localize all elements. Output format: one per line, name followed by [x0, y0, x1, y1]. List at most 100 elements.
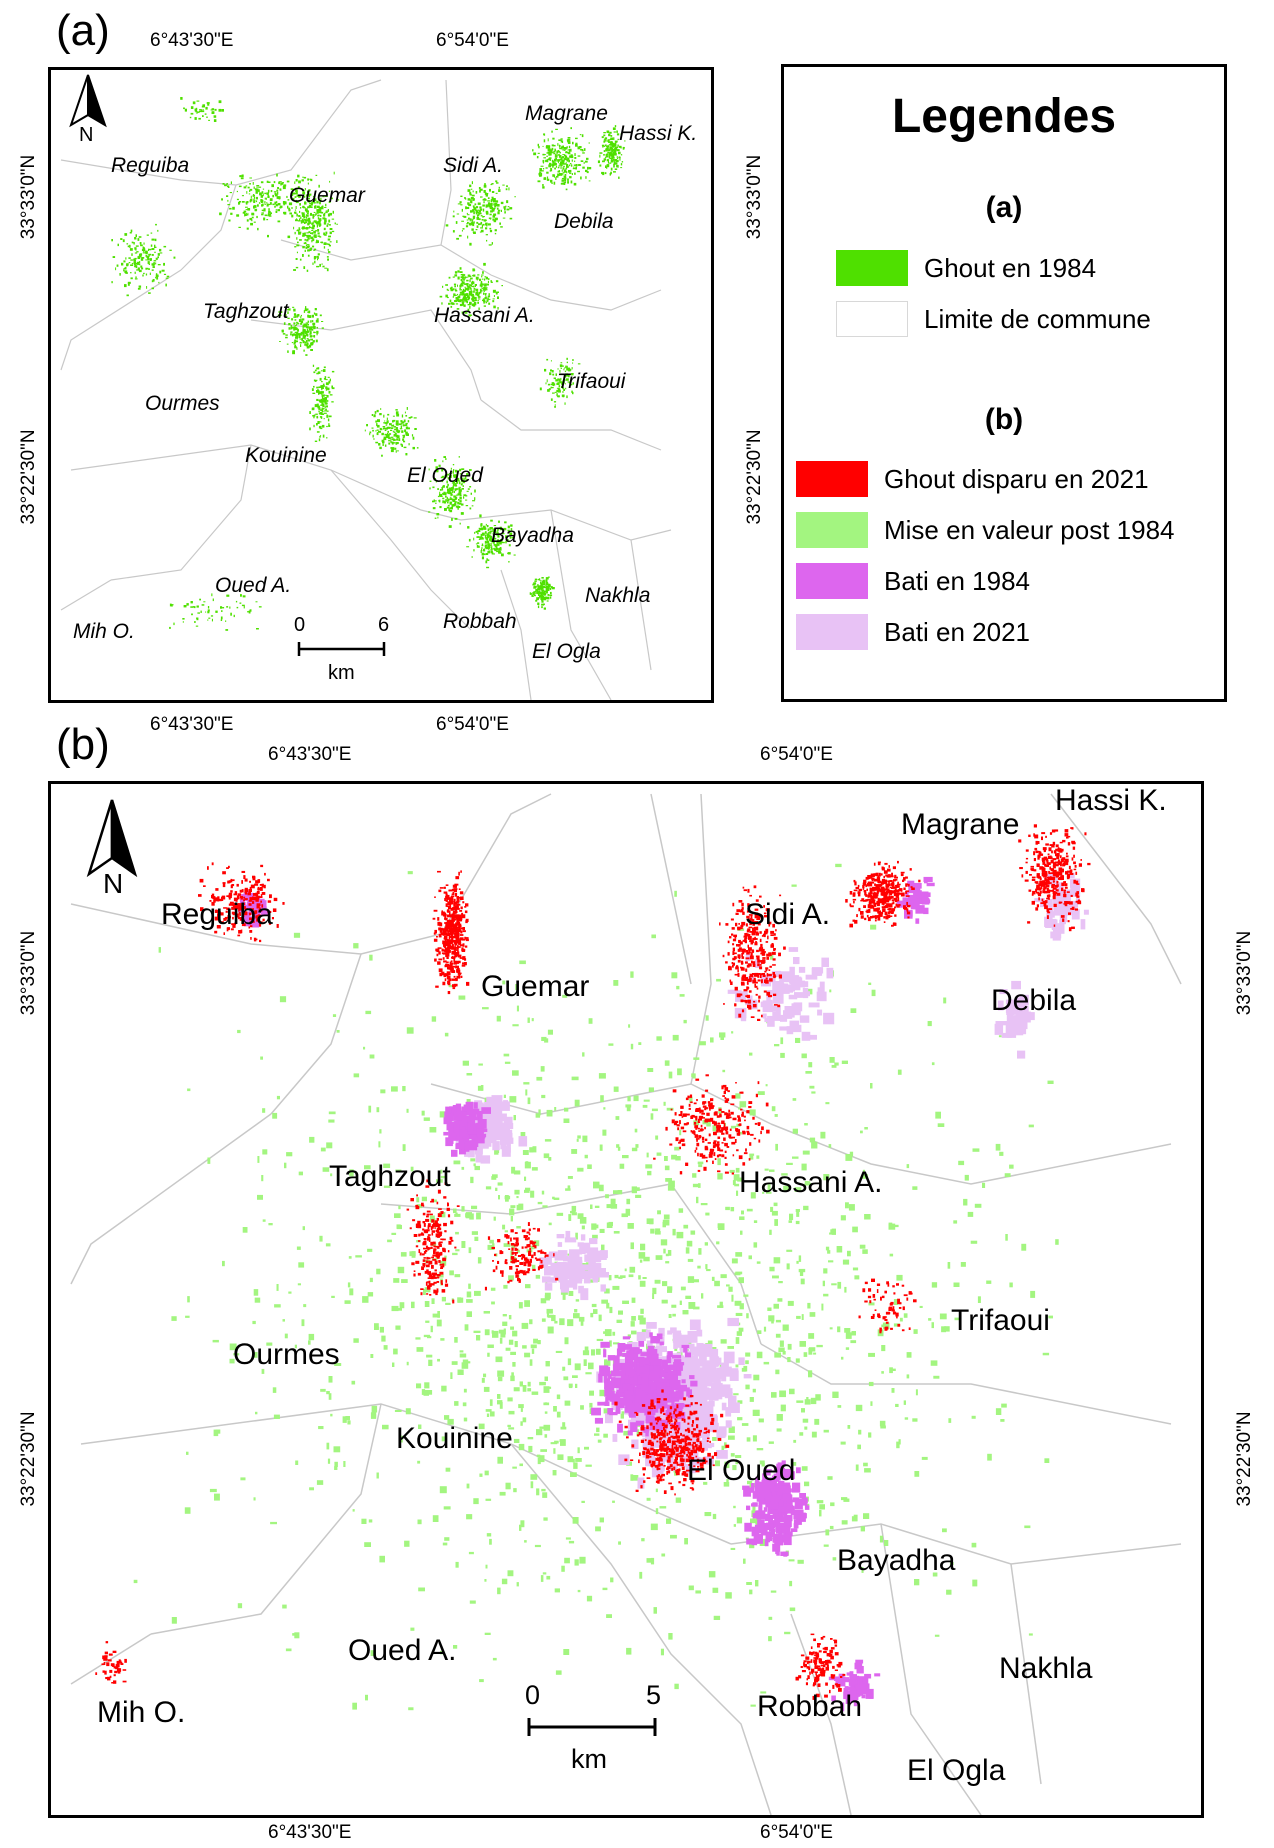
legend-swatch-bati-1984: [796, 563, 868, 599]
bati-1984-patches: [591, 1332, 698, 1437]
legend-item-bati-2021: Bati en 2021: [796, 614, 1216, 652]
map-b-place-magrane: Magrane: [901, 808, 1020, 841]
legend-label-bati-1984: Bati en 1984: [884, 566, 1031, 596]
map-a-place-el-oued: El Oued: [407, 464, 483, 487]
ghout-disparu-patches: [198, 862, 285, 943]
bati-2021-patches: [727, 947, 835, 1041]
ghout-1984-patches-a: [277, 306, 324, 356]
map-b-place-nakhla: Nakhla: [999, 1652, 1093, 1685]
legend-swatch-ghout-disparu: [796, 461, 868, 497]
ghout-1984-patches-a: [180, 97, 224, 122]
map-a-lat-label-left-2: 33°22'30"N: [18, 429, 39, 525]
legend-item-mise-en-valeur: Mise en valeur post 1984: [796, 512, 1216, 550]
map-a-scale-start: 0: [294, 614, 306, 636]
ghout-1984-patches-a: [532, 127, 592, 191]
bati-1984-patches: [896, 876, 935, 924]
legend-item-ghout-disparu: Ghout disparu en 2021: [796, 461, 1216, 499]
map-a-place-ourmes: Ourmes: [145, 392, 220, 415]
map-b-place-hassani-a: Hassani A.: [739, 1166, 883, 1199]
commune-boundaries-a: [60, 79, 672, 700]
bati-1984-patches: [443, 1101, 491, 1157]
map-b-place-el-ogla: El Ogla: [907, 1754, 1006, 1787]
map-b-place-robbah: Robbah: [757, 1690, 863, 1723]
legend: Legendes (a) Ghout en 1984 Limite de com…: [781, 64, 1227, 702]
bati-2021-patches: [539, 1230, 609, 1301]
ghout-disparu-patches: [795, 1633, 846, 1700]
map-a-place-kouinine: Kouinine: [245, 444, 327, 467]
legend-swatch-ghout-1984: [836, 250, 908, 286]
ghout-disparu-patches: [653, 1074, 770, 1175]
bati-1984-patches: [828, 1659, 881, 1712]
map-a-place-taghzout: Taghzout: [203, 300, 289, 323]
legend-swatch-limite-commune: [836, 301, 908, 337]
bati-1984-patches: [742, 1460, 810, 1557]
map-a-north-label: N: [79, 124, 94, 146]
map-a-scale-unit: km: [328, 662, 355, 684]
ghout-1984-patches-a: [309, 364, 335, 442]
map-b-place-guemar: Guemar: [481, 970, 590, 1003]
mise-en-valeur-patches: [133, 863, 1059, 1711]
legend-section-b: (b): [984, 403, 1024, 436]
legend-label-ghout-1984: Ghout en 1984: [924, 253, 1097, 283]
map-a-place-reguiba: Reguiba: [111, 154, 190, 177]
ghout-1984-patches-a: [428, 456, 476, 528]
map-a-place-magrane: Magrane: [525, 102, 608, 125]
map-a-place-oued-a: Oued A.: [215, 574, 292, 597]
ghout-1984-patches-a: [439, 262, 503, 317]
map-b-place-ourmes: Ourmes: [233, 1338, 340, 1371]
ghout-disparu-patches: [845, 860, 921, 928]
map-a[interactable]: N Reguiba Guemar Sidi A. Magrane Hassi K…: [48, 67, 714, 703]
map-a-place-sidi-a: Sidi A.: [443, 154, 503, 177]
north-arrow-icon: [69, 74, 107, 128]
ghout-disparu-patches: [406, 1179, 460, 1304]
map-b-lon-label-bottom-1: 6°43'30"E: [268, 1822, 352, 1843]
map-a-canvas: [60, 79, 672, 700]
map-b-place-hassi-k: Hassi K.: [1055, 784, 1167, 817]
map-b-lon-label-bottom-2: 6°54'0"E: [760, 1822, 833, 1843]
map-b-place-el-oued: El Oued: [687, 1454, 796, 1487]
map-a-lat-label-right-2: 33°22'30"N: [744, 429, 765, 525]
panel-b-letter: (b): [56, 720, 110, 769]
north-arrow-icon: [86, 799, 138, 878]
panel-a-letter: (a): [56, 6, 110, 55]
map-b[interactable]: N Reguiba Guemar Sidi A. Magrane Hassi K…: [48, 781, 1204, 1818]
ghout-1984-patches-a: [219, 173, 305, 238]
map-a-place-mih-o: Mih O.: [73, 620, 135, 643]
legend-item-ghout-1984: Ghout en 1984: [836, 250, 1216, 288]
map-b-scale-start: 0: [525, 1680, 541, 1710]
ghout-1984-patches-a: [287, 171, 340, 272]
map-a-lat-label-left-1: 33°33'0"N: [18, 154, 39, 240]
map-a-lon-label-bottom-1: 6°43'30"E: [150, 714, 234, 735]
map-b-place-sidi-a: Sidi A.: [745, 898, 831, 931]
map-a-place-nakhla: Nakhla: [585, 584, 651, 607]
map-b-place-bayadha: Bayadha: [837, 1544, 956, 1577]
legend-label-mise-en-valeur: Mise en valeur post 1984: [884, 515, 1175, 545]
legend-swatch-bati-2021: [796, 614, 868, 650]
map-a-scale-bar: [297, 642, 386, 656]
map-b-place-oued-a: Oued A.: [348, 1634, 457, 1667]
ghout-disparu-patches: [858, 1278, 917, 1334]
map-a-place-debila: Debila: [554, 210, 614, 233]
map-b-lon-label-top-2: 6°54'0"E: [760, 744, 833, 765]
ghout-disparu-patches: [614, 1389, 730, 1496]
map-a-lat-label-right-1: 33°33'0"N: [744, 154, 765, 240]
map-b-north-label: N: [103, 868, 124, 899]
ghout-1984-patches-a: [597, 125, 626, 179]
legend-swatch-mise-en-valeur: [796, 512, 868, 548]
map-b-place-taghzout: Taghzout: [329, 1160, 451, 1193]
map-b-lat-label-right-1: 33°33'0"N: [1234, 930, 1255, 1016]
ghout-1984-patches-a: [466, 514, 516, 569]
map-b-scale-bar: [527, 1718, 657, 1736]
legend-label-limite-commune: Limite de commune: [924, 304, 1151, 334]
bati-2021-patches: [994, 980, 1035, 1059]
legend-section-a: (a): [985, 191, 1023, 224]
ghout-1984-patches-a: [111, 223, 176, 297]
map-b-place-reguiba: Reguiba: [161, 898, 273, 931]
map-b-place-mih-o: Mih O.: [97, 1696, 186, 1729]
map-a-place-hassi-k: Hassi K.: [619, 122, 698, 145]
ghout-disparu-patches: [484, 1222, 559, 1291]
ghout-1984-patches-a: [539, 357, 581, 408]
ghout-1984-patches-a: [364, 407, 419, 457]
map-a-place-trifaoui: Trifaoui: [557, 370, 626, 393]
map-b-scale-unit: km: [571, 1744, 607, 1774]
